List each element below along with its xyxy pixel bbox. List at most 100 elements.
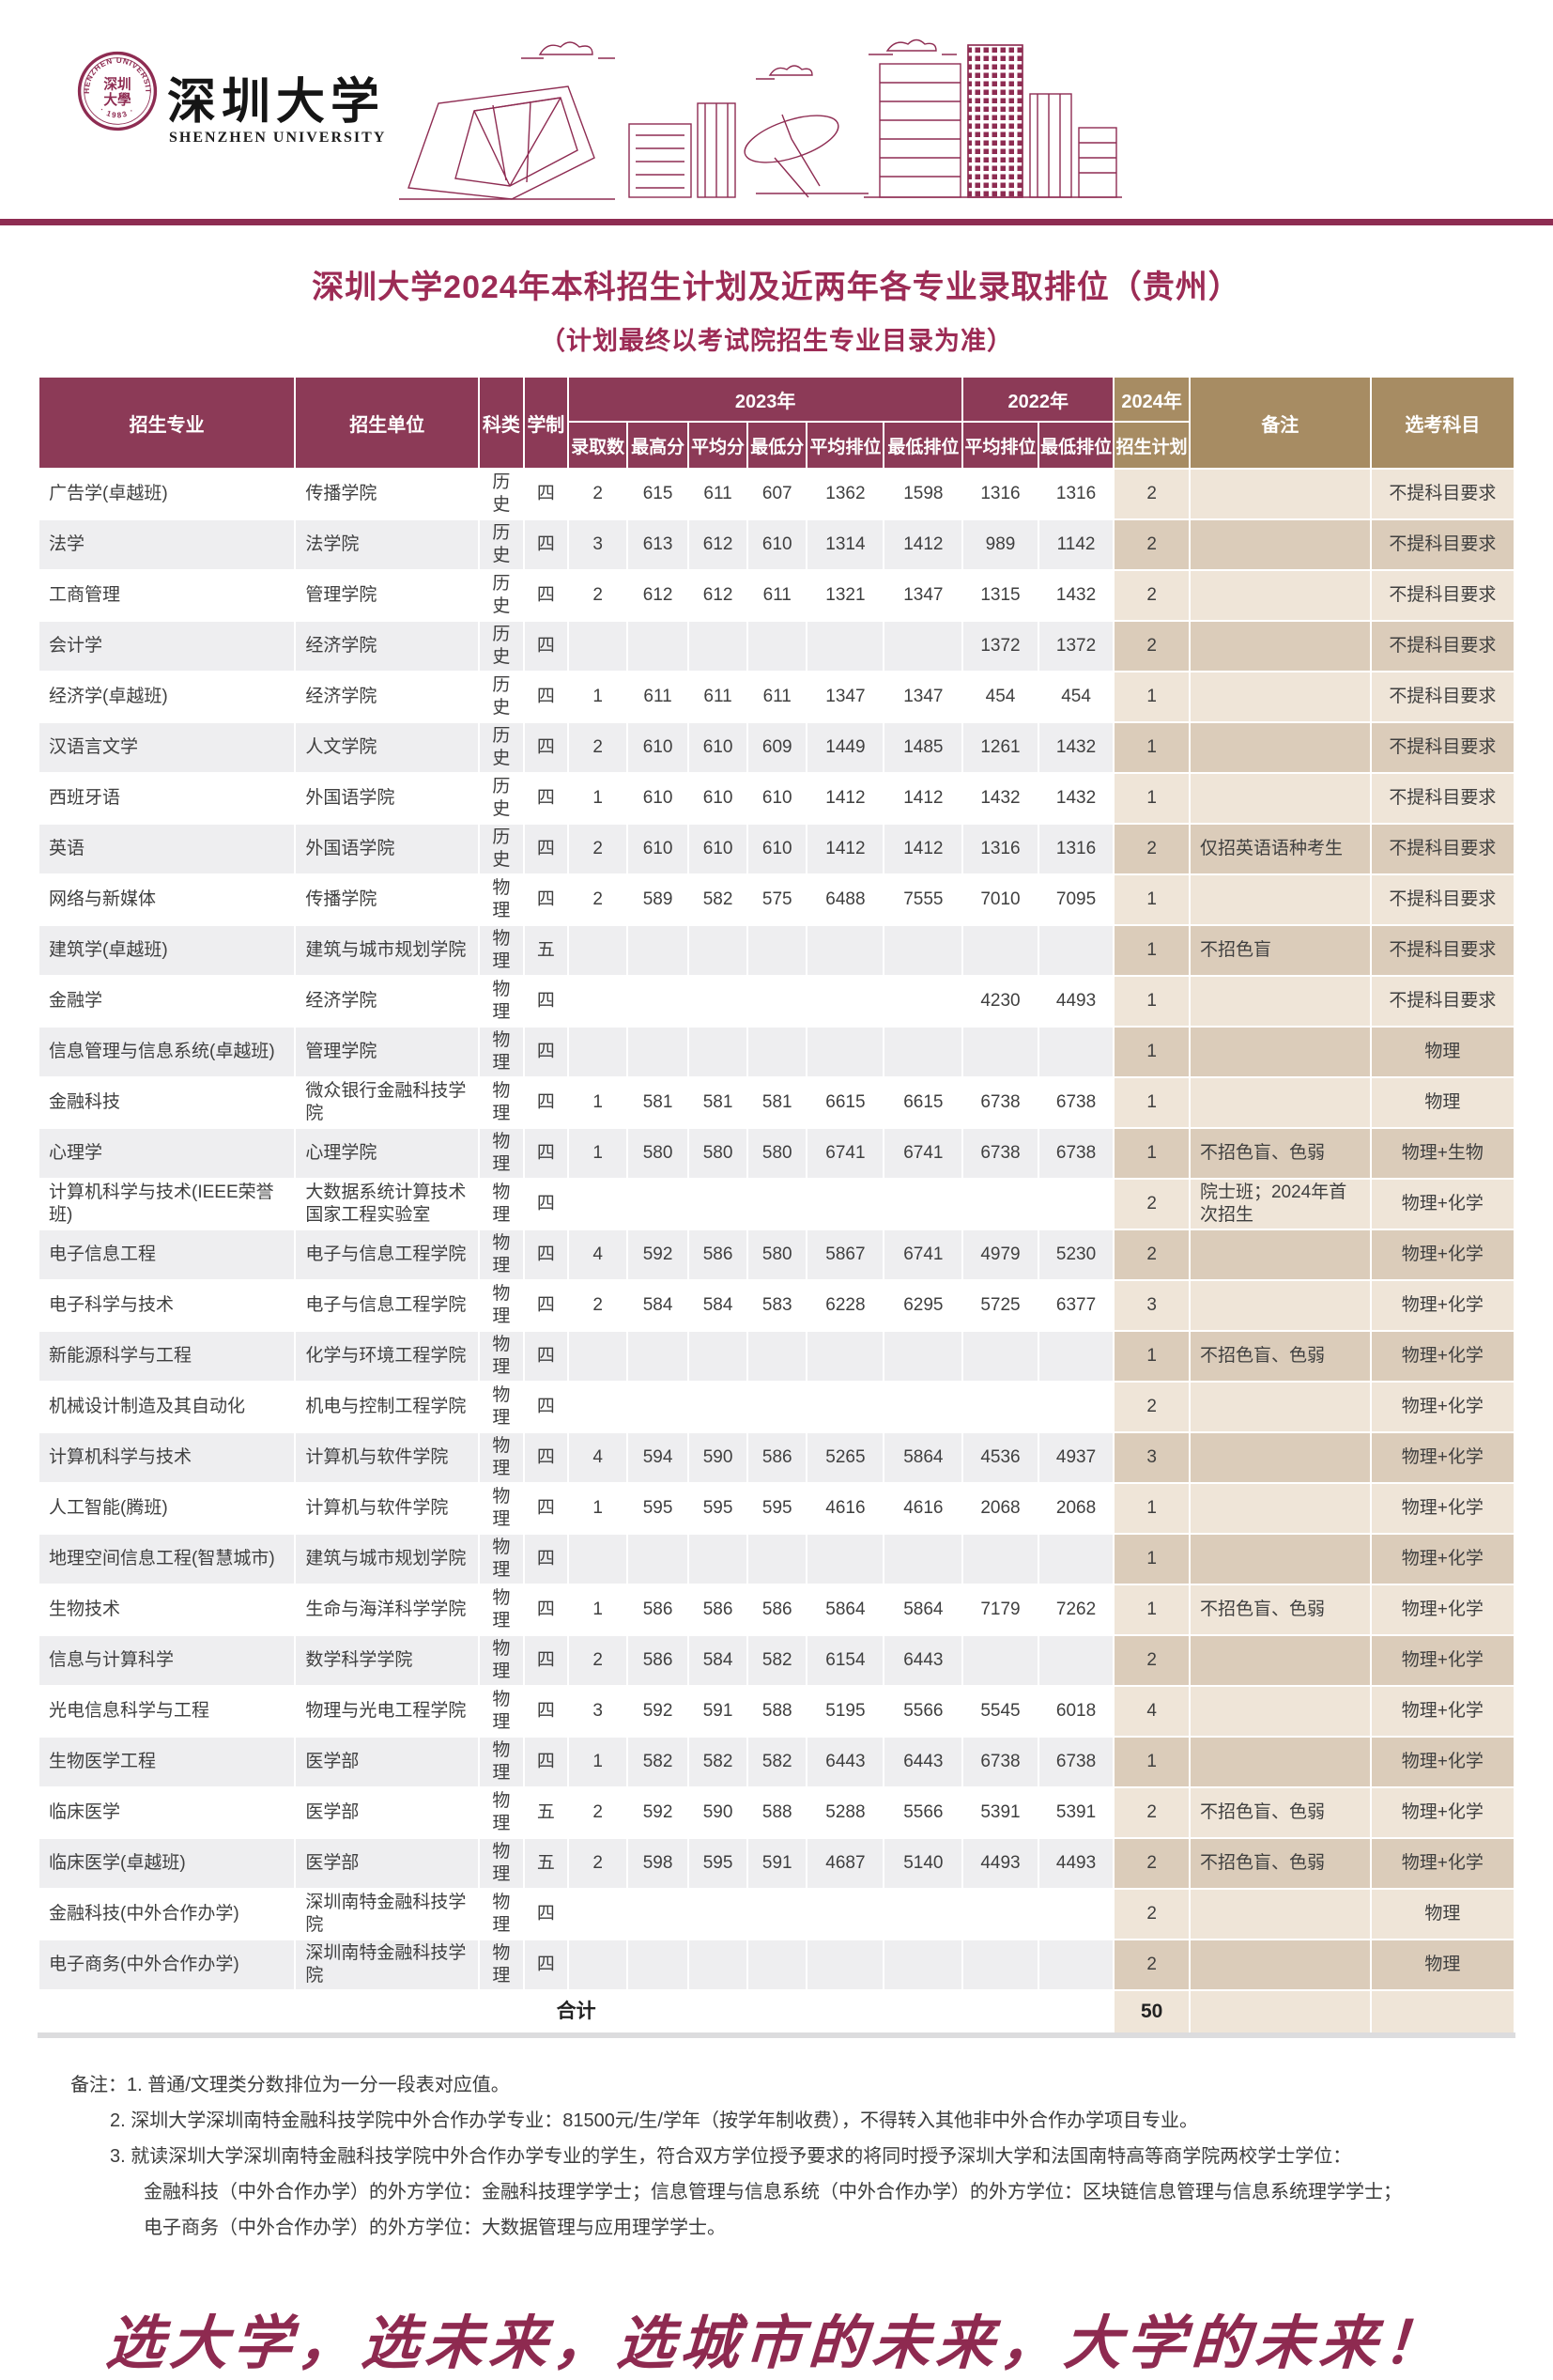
- cell-category: 历史: [478, 518, 525, 571]
- col-header-plan-2024: 招生计划: [1113, 421, 1191, 470]
- cell-major: 金融科技: [37, 1076, 297, 1129]
- cell-min_rank_2023: 5566: [883, 1685, 964, 1738]
- cell-avg_rank_2023: [806, 1381, 885, 1433]
- cell-subjects: 物理+化学: [1369, 1837, 1516, 1890]
- cell-major: 经济学(卓越班): [37, 671, 297, 723]
- cell-major: 电子信息工程: [37, 1229, 297, 1281]
- cell-min_score_2023: 588: [746, 1685, 808, 1738]
- cell-avg_rank_2022: 1261: [961, 721, 1039, 774]
- cell-unit: 外国语学院: [294, 823, 481, 875]
- cell-subjects: 物理+生物: [1369, 1127, 1516, 1180]
- cell-min_score_2023: 581: [746, 1076, 808, 1129]
- cell-major: 光电信息科学与工程: [37, 1685, 297, 1738]
- table-row: 汉语言文学 人文学院 历史四 2 610 610 609 1449 1485 1261 1432 1 不…: [37, 721, 1516, 774]
- table-row: 电子信息工程 电子与信息工程学院 物理四 4 592 586 580 5867 6741 4979…: [37, 1229, 1516, 1281]
- cell-subjects: 物理+化学: [1369, 1634, 1516, 1687]
- cell-duration: 四: [522, 671, 570, 723]
- table-row: 地理空间信息工程(智慧城市) 建筑与城市规划学院 物理四 1 物理+化学: [37, 1533, 1516, 1585]
- cell-max_score_2023: 581: [626, 1076, 689, 1129]
- cell-unit: 医学部: [294, 1837, 481, 1890]
- cell-min_rank_2023: 6295: [883, 1279, 964, 1332]
- cell-avg_rank_2023: 1314: [806, 518, 885, 571]
- cell-min_rank_2022: 1432: [1037, 721, 1115, 774]
- cell-avg_rank_2022: [961, 1330, 1039, 1383]
- cell-plan_2024: 1: [1113, 1584, 1191, 1636]
- cell-min_rank_2022: [1037, 1026, 1115, 1078]
- cell-unit: 计算机与软件学院: [294, 1431, 481, 1484]
- cell-max_score_2023: 592: [626, 1685, 689, 1738]
- cell-plan_2024: 1: [1113, 924, 1191, 977]
- cell-avg_rank_2023: [806, 1178, 885, 1230]
- cell-avg_rank_2023: 6443: [806, 1736, 885, 1788]
- footnote-line: 电子商务（中外合作办学）的外方学位：大数据管理与应用理学学士。: [144, 2218, 726, 2238]
- cell-unit: 经济学院: [294, 671, 481, 723]
- cell-duration: 四: [522, 518, 570, 571]
- cell-plan_2024: 1: [1113, 1127, 1191, 1180]
- cell-max_score_2023: [626, 1888, 689, 1940]
- cell-min_rank_2022: 6738: [1037, 1736, 1115, 1788]
- cell-note: [1188, 1279, 1372, 1332]
- cell-avg_rank_2022: 4493: [961, 1837, 1039, 1890]
- cell-note: [1188, 1685, 1372, 1738]
- col-header-note: 备注: [1188, 376, 1372, 470]
- cell-category: 物理: [478, 1634, 525, 1687]
- cell-category: 物理: [478, 1888, 525, 1940]
- cell-min_score_2023: [746, 1939, 808, 1991]
- cell-major: 信息管理与信息系统(卓越班): [37, 1026, 297, 1078]
- cell-min_score_2023: 610: [746, 772, 808, 825]
- cell-adm_count_2023: 4: [567, 1229, 629, 1281]
- cell-min_score_2023: [746, 924, 808, 977]
- table-row: 机械设计制造及其自动化 机电与控制工程学院 物理四 2 物理+化学: [37, 1381, 1516, 1433]
- total-label: 合计: [37, 1989, 1115, 2036]
- cell-category: 物理: [478, 1482, 525, 1535]
- cell-avg_rank_2023: [806, 1888, 885, 1940]
- cell-unit: 生命与海洋科学学院: [294, 1584, 481, 1636]
- cell-duration: 五: [522, 1786, 570, 1839]
- cell-min_rank_2022: 6738: [1037, 1127, 1115, 1180]
- cell-min_rank_2022: 6377: [1037, 1279, 1115, 1332]
- cell-min_rank_2022: [1037, 1634, 1115, 1687]
- cell-avg_rank_2023: 1412: [806, 772, 885, 825]
- cell-min_score_2023: 595: [746, 1482, 808, 1535]
- cell-min_rank_2023: 1485: [883, 721, 964, 774]
- cell-unit: 外国语学院: [294, 772, 481, 825]
- cell-avg_rank_2022: 7010: [961, 873, 1039, 926]
- cell-adm_count_2023: 2: [567, 468, 629, 520]
- cell-min_rank_2023: [883, 1178, 964, 1230]
- cell-subjects: 不提科目要求: [1369, 671, 1516, 723]
- cell-category: 历史: [478, 671, 525, 723]
- cell-avg_rank_2023: 6615: [806, 1076, 885, 1129]
- svg-text:深圳: 深圳: [103, 75, 131, 92]
- cell-min_score_2023: 580: [746, 1127, 808, 1180]
- cell-avg_score_2023: 591: [686, 1685, 749, 1738]
- maroon-divider: [0, 219, 1553, 225]
- col-header-unit: 招生单位: [294, 376, 481, 470]
- cell-duration: 四: [522, 1888, 570, 1940]
- cell-plan_2024: 2: [1113, 518, 1191, 571]
- total-plan-2024: 50: [1113, 1989, 1191, 2036]
- cell-category: 物理: [478, 1330, 525, 1383]
- cell-adm_count_2023: 1: [567, 1482, 629, 1535]
- table-row: 光电信息科学与工程 物理与光电工程学院 物理四 3 592 591 588 5195 5566 5…: [37, 1685, 1516, 1738]
- cell-category: 物理: [478, 873, 525, 926]
- cell-major: 生物医学工程: [37, 1736, 297, 1788]
- cell-category: 物理: [478, 1584, 525, 1636]
- cell-unit: 医学部: [294, 1736, 481, 1788]
- cell-adm_count_2023: 1: [567, 772, 629, 825]
- cell-note: [1188, 620, 1372, 672]
- cell-unit: 机电与控制工程学院: [294, 1381, 481, 1433]
- cell-subjects: 物理+化学: [1369, 1229, 1516, 1281]
- cell-avg_score_2023: [686, 620, 749, 672]
- cell-min_rank_2022: 5230: [1037, 1229, 1115, 1281]
- cell-major: 金融科技(中外合作办学): [37, 1888, 297, 1940]
- cell-duration: 五: [522, 1837, 570, 1890]
- cell-avg_rank_2023: [806, 1939, 885, 1991]
- cell-plan_2024: 2: [1113, 620, 1191, 672]
- cell-avg_score_2023: 611: [686, 671, 749, 723]
- cell-category: 物理: [478, 1279, 525, 1332]
- cell-category: 物理: [478, 1685, 525, 1738]
- cell-max_score_2023: [626, 1026, 689, 1078]
- cell-min_score_2023: [746, 975, 808, 1028]
- cell-min_score_2023: [746, 1888, 808, 1940]
- cell-avg_rank_2022: 1316: [961, 468, 1039, 520]
